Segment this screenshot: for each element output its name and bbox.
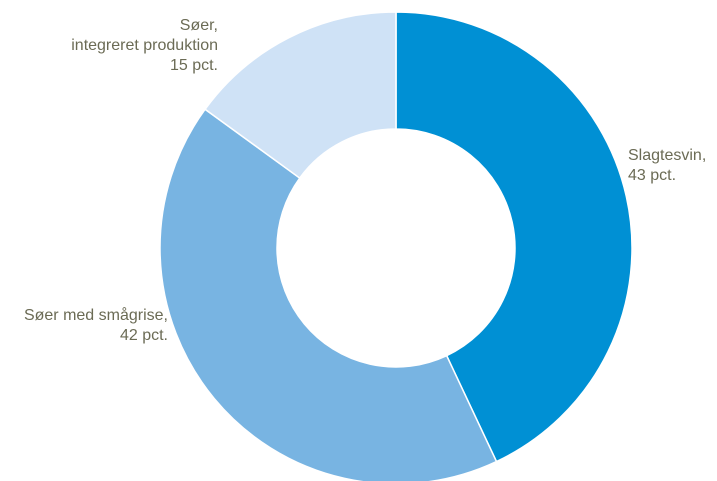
slice-label-line: Slagtesvin,	[628, 147, 706, 164]
slice-3	[204, 11, 397, 180]
slice-label-line: Søer med smågrise,	[24, 306, 168, 324]
slice-label-line: integreret produktion	[71, 37, 218, 54]
slice-label-3: Søer, integreret produktion 15 pct.	[71, 17, 218, 74]
slice-1	[395, 11, 633, 463]
slice-label-line: 15 pct.	[170, 57, 218, 74]
slice-label-line: 43 pct.	[628, 167, 676, 184]
slice-2	[159, 108, 498, 481]
slice-label-line: Søer,	[180, 17, 218, 34]
slice-label-1: Slagtesvin, 43 pct.	[628, 147, 706, 184]
slice-label-line: 42 pct.	[120, 327, 168, 344]
slice-labels: Slagtesvin, 43 pct. Søer med smågrise, 42 p…	[24, 17, 706, 344]
slice-label-2: Søer med smågrise, 42 pct.	[24, 306, 168, 344]
donut-slices	[159, 11, 633, 481]
